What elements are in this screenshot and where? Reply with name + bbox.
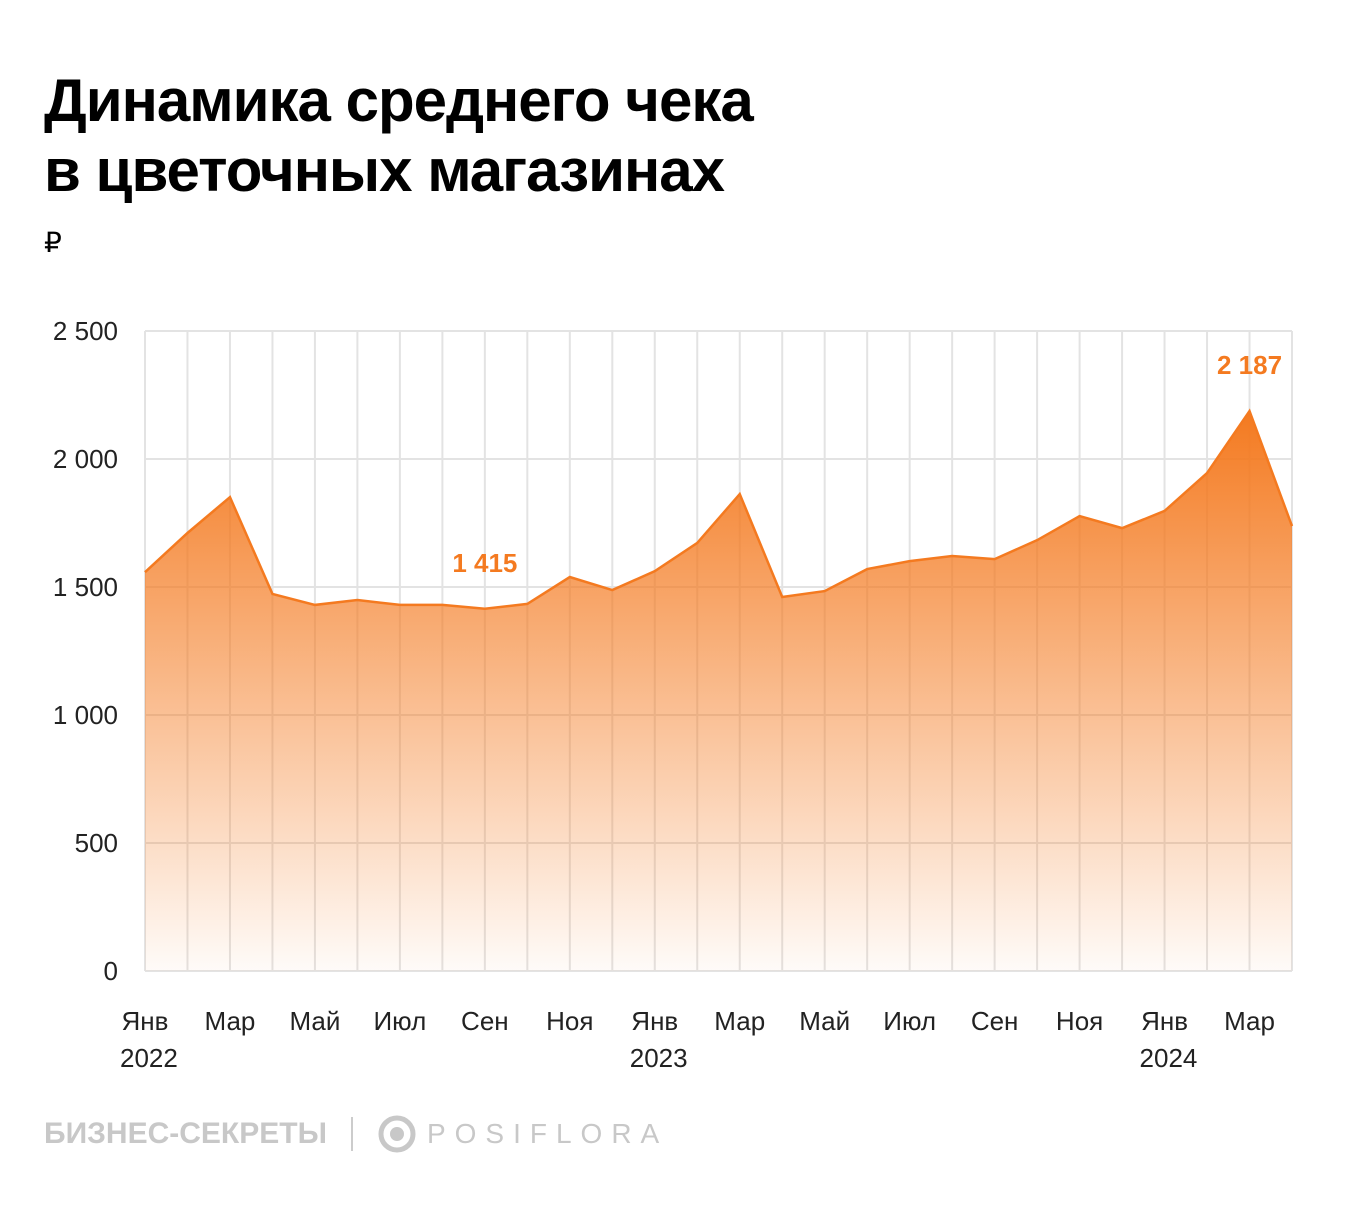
brand-logo-biznes-sekrety: БИЗНЕС-СЕКРЕТЫ xyxy=(44,1117,327,1150)
y-tick-label: 1 000 xyxy=(53,700,118,730)
x-tick-month: Мар xyxy=(1224,1006,1275,1036)
x-tick-month: Ноя xyxy=(546,1006,593,1036)
chart-title: Динамика среднего чека в цветочных магази… xyxy=(44,66,754,206)
title-line-1: Динамика среднего чека xyxy=(44,67,754,134)
x-tick-month: Мар xyxy=(205,1006,256,1036)
x-tick-month: Июл xyxy=(373,1006,426,1036)
data-label: 2 187 xyxy=(1217,350,1282,380)
x-tick-month: Янв xyxy=(631,1006,678,1036)
x-tick-year: 2022 xyxy=(120,1043,178,1073)
divider xyxy=(350,1117,353,1151)
x-tick-month: Май xyxy=(289,1006,340,1036)
x-tick-month: Сен xyxy=(971,1006,1019,1036)
footer-logos: БИЗНЕС-СЕКРЕТЫ POSIFLORA xyxy=(44,1114,668,1154)
data-label: 1 415 xyxy=(452,548,517,578)
area-fill xyxy=(145,411,1292,971)
y-tick-label: 2 000 xyxy=(53,444,118,474)
title-line-2: в цветочных магазинах xyxy=(44,137,725,204)
x-tick-month: Сен xyxy=(461,1006,509,1036)
unit-label: ₽ xyxy=(44,227,62,258)
x-tick-month: Май xyxy=(799,1006,850,1036)
x-tick-month: Янв xyxy=(1141,1006,1188,1036)
series-line xyxy=(144,408,1294,611)
y-tick-label: 0 xyxy=(104,956,118,986)
y-tick-label: 2 500 xyxy=(53,316,118,346)
x-tick-month: Ноя xyxy=(1056,1006,1103,1036)
x-tick-year: 2023 xyxy=(630,1043,688,1073)
x-tick-year: 2024 xyxy=(1140,1043,1198,1073)
y-tick-label: 1 500 xyxy=(53,572,118,602)
brand-logo-posiflora: POSIFLORA xyxy=(426,1118,669,1149)
x-tick-month: Мар xyxy=(714,1006,765,1036)
x-tick-month: Янв xyxy=(122,1006,169,1036)
x-tick-month: Июл xyxy=(883,1006,936,1036)
posiflora-logo-icon xyxy=(378,1115,416,1153)
y-tick-label: 500 xyxy=(75,828,118,858)
